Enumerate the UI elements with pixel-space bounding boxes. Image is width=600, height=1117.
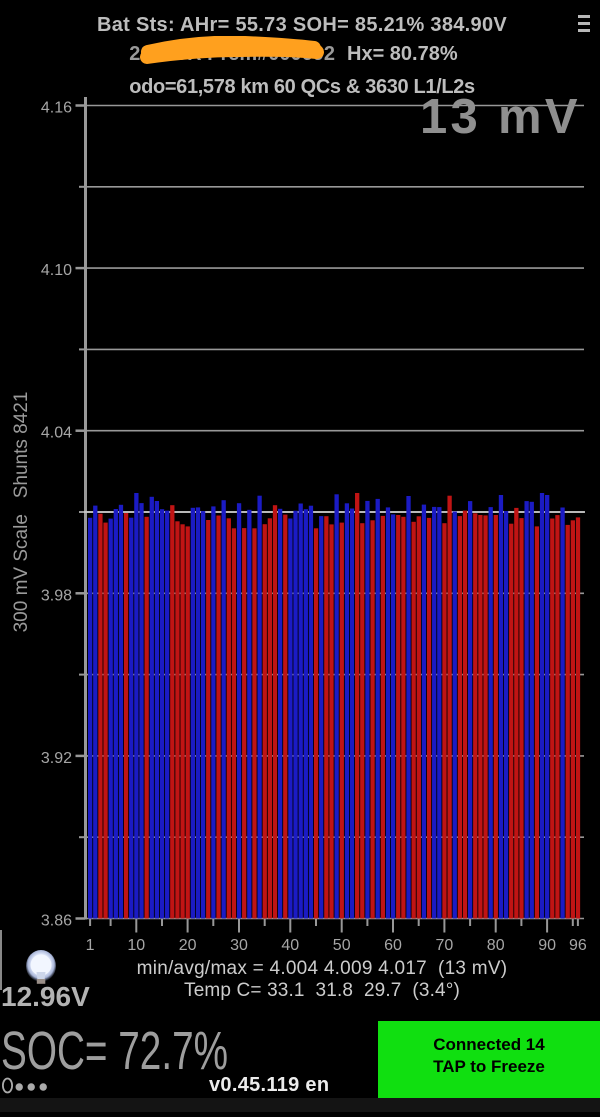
svg-text:40: 40 bbox=[281, 937, 299, 954]
svg-text:300 mV Scale Shunts 8421: 300 mV Scale Shunts 8421 bbox=[11, 392, 32, 633]
svg-text:60: 60 bbox=[384, 937, 402, 954]
svg-text:3.98: 3.98 bbox=[41, 587, 72, 604]
svg-text:70: 70 bbox=[436, 937, 454, 954]
svg-text:80: 80 bbox=[487, 937, 505, 954]
svg-text:3.92: 3.92 bbox=[41, 750, 72, 767]
svg-text:3.86: 3.86 bbox=[41, 913, 72, 930]
svg-text:1: 1 bbox=[86, 937, 95, 954]
svg-text:50: 50 bbox=[333, 937, 351, 954]
svg-text:4.10: 4.10 bbox=[41, 262, 72, 279]
svg-text:30: 30 bbox=[230, 937, 248, 954]
svg-text:4.04: 4.04 bbox=[41, 425, 72, 442]
svg-text:4.16: 4.16 bbox=[41, 100, 72, 117]
svg-text:90: 90 bbox=[538, 937, 556, 954]
svg-text:10: 10 bbox=[127, 937, 145, 954]
svg-text:20: 20 bbox=[179, 937, 197, 954]
svg-text:96: 96 bbox=[569, 937, 587, 954]
